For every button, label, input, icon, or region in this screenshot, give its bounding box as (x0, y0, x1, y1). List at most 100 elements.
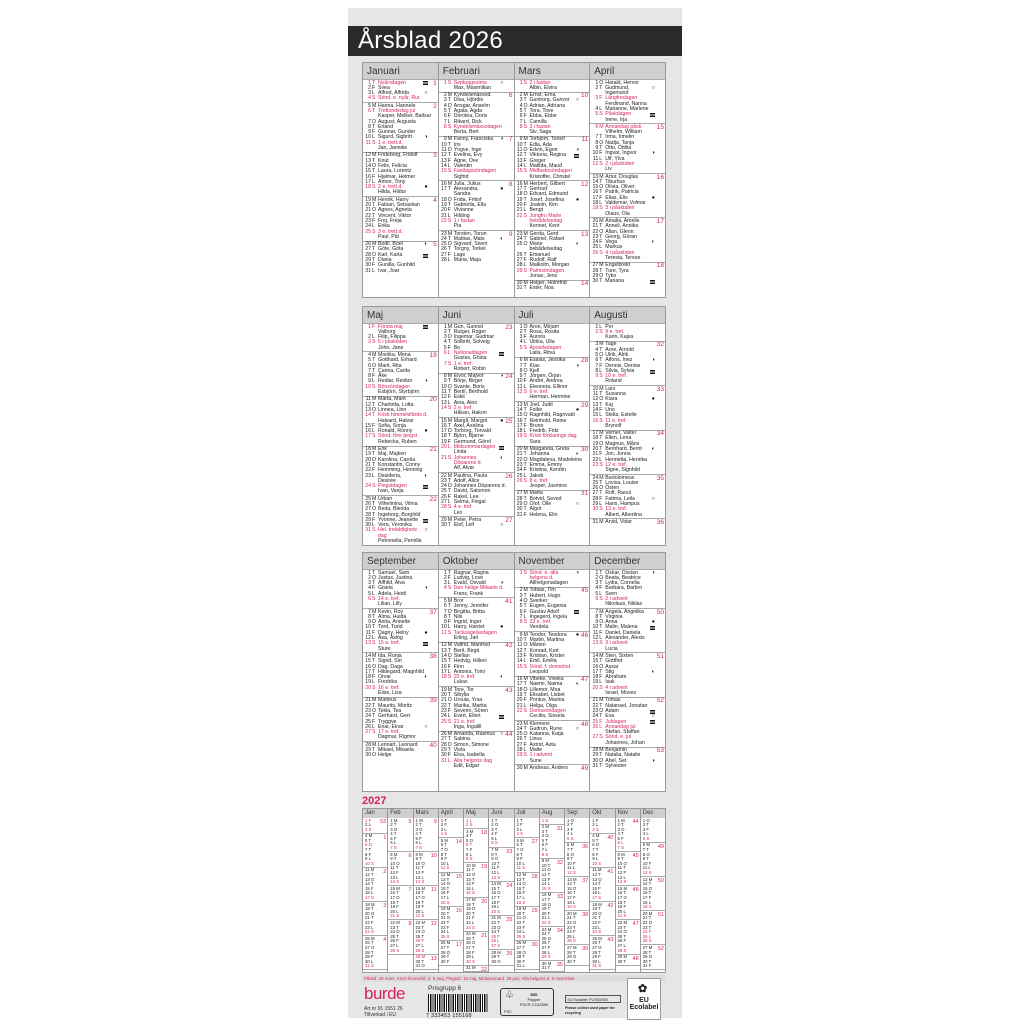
day-row: 16 L Ronald, Ronny ● (363, 428, 437, 435)
day-name: 4 i påsktiden (605, 249, 635, 256)
day-name: Tobias, Tim (529, 587, 556, 594)
day-row: 3 F Aurora (515, 334, 589, 340)
mini-week: 4 25 M 26 T 27 O 28 T 29 F 30 L 31 S (363, 936, 388, 971)
weekday: F (599, 674, 603, 681)
mini-day: 17 M (466, 897, 476, 902)
day-name: Emma, Emmy (529, 461, 563, 468)
day-number: 4 (443, 102, 447, 109)
weekday: L (372, 522, 375, 529)
day-number: 14 (365, 162, 371, 169)
week-number: 21 (429, 446, 437, 454)
day-row: 23 S 12 e. tref. (590, 462, 664, 468)
mini-week: 8 22 M 23 T 24 O 25 T 26 F 27 L 28 S (388, 920, 413, 955)
mini-day: 17 O (617, 895, 627, 900)
weekday: F (523, 652, 527, 659)
weekday: T (599, 702, 603, 709)
mini-day: 30 F (516, 958, 526, 964)
day-row: 9 M Teodor, Teodora ● (515, 632, 589, 638)
day-name: Kristi himmelsfärds d. (378, 412, 428, 419)
mini-day: 10 F (642, 860, 652, 866)
mini-day: 2 T (390, 822, 397, 828)
day-number: 18 (365, 674, 371, 681)
mini-day: 6 S (491, 840, 498, 846)
day-row: 19 L Fredrika (363, 680, 437, 686)
day-row: 16 O Assar (590, 664, 664, 670)
day-number: 9 (443, 619, 447, 626)
day-name: Anita, Annette (378, 619, 411, 626)
day-row: 13 S 15 e. tref. (363, 641, 437, 646)
day-name: Sabina (453, 736, 470, 743)
mini-day: 27 T (516, 944, 526, 950)
weekday: S (372, 595, 376, 602)
day-row: 24 M Bartolomeus (590, 475, 664, 481)
day-row: 7 O Birgitta, Britta (439, 609, 513, 615)
mini-day: 4 S (516, 831, 523, 837)
day-number: 7 (368, 367, 371, 374)
mini-day: 27 T (440, 944, 450, 950)
day-row: 3 T Lydia, Cornelia (590, 580, 664, 586)
day-name: Apostladagen (529, 344, 562, 351)
day-number: 17 (592, 668, 599, 675)
day-number: 8 (443, 123, 447, 130)
mini-week: 19 10 M 11 T 12 O 13 T 14 F 15 L 16 S (464, 863, 489, 898)
day-number: 2 (519, 92, 523, 99)
mini-day: 16 T (567, 890, 576, 896)
day-name: Ronald, Ronny (378, 428, 413, 435)
day-row: 27 T Rolf, Raoul (590, 490, 664, 497)
day-row: 11 O Yngve, Inge (439, 147, 513, 153)
mini-week: 20 17 M 18 T 19 O 20 T 21 F 22 L 23 S (464, 897, 489, 932)
weekday: O (447, 196, 452, 203)
brand-logo: burde (364, 984, 405, 1004)
day-number: 25 (592, 244, 599, 251)
day-row: 21 T Konstantin, Conny (363, 462, 437, 468)
day-number: 6 (443, 113, 447, 120)
day-number: 6 (443, 603, 447, 610)
day-name: Silvia, Sylvia (605, 367, 635, 374)
day-row: 7 L Camilla (515, 119, 589, 125)
day-name: Folke (529, 406, 543, 413)
day-name: Julia, Julius (453, 180, 481, 187)
mini-day: 25 L (642, 933, 652, 939)
weekday: S (523, 389, 527, 396)
mini-day: 31 F (642, 963, 652, 969)
flag-day-icon (498, 445, 504, 450)
mini-day: 12 F (390, 870, 399, 876)
day-number: 23 (365, 707, 371, 714)
day-row: 11 L Ulf, Ylva (590, 156, 664, 162)
mini-day: 22 S (541, 919, 551, 925)
mini-day: 12 L (491, 870, 500, 876)
day-name: Fredrik, Fritz (529, 428, 559, 435)
day-name: Marta (529, 490, 543, 497)
day-row: 5 M Bror (439, 598, 513, 604)
weekday: L (372, 723, 375, 730)
week-block: 17 20 M Amalia, Amelie 21 T Anneli, Annika 22 O A… (590, 217, 665, 261)
mini-day: 16 T (390, 890, 399, 896)
day-number: 6 (368, 595, 371, 602)
day-name: Sten, Sixten (605, 652, 634, 659)
day-row: 2 M Kyndelsmässod. (439, 92, 513, 98)
week-number: 49 (581, 764, 589, 772)
day-name: Rolf, Raoul (605, 490, 631, 497)
weekday: M (447, 373, 453, 380)
day-number: 23 (440, 230, 447, 237)
mini-day: 28 F (466, 949, 475, 955)
day-number: 10 (516, 141, 523, 148)
day-number: 23 (365, 217, 371, 224)
mini-week-number: 45 (632, 853, 639, 860)
day-number: 30 (365, 752, 371, 759)
day-number: 11 (592, 391, 599, 398)
day-name: Esaias, Jessika (529, 357, 566, 364)
day-row: 8 T Erland (363, 124, 437, 130)
mini-day: 28 S (390, 947, 400, 953)
day-name: Edla, Ada (529, 141, 552, 148)
mini-day: 21 T (365, 915, 374, 921)
day-row: 13 T Knut (363, 158, 437, 164)
day-row: 19 O Magnus, Måns (590, 441, 664, 447)
day-name: Palmsöndagen (529, 267, 565, 274)
mini-day: 6 L (617, 840, 624, 846)
day-row: 31 T Ester, Noa (515, 286, 589, 292)
weekday: M (599, 747, 604, 753)
weekday: M (523, 357, 528, 364)
last-quarter-moon-icon: ◐ (651, 446, 655, 453)
